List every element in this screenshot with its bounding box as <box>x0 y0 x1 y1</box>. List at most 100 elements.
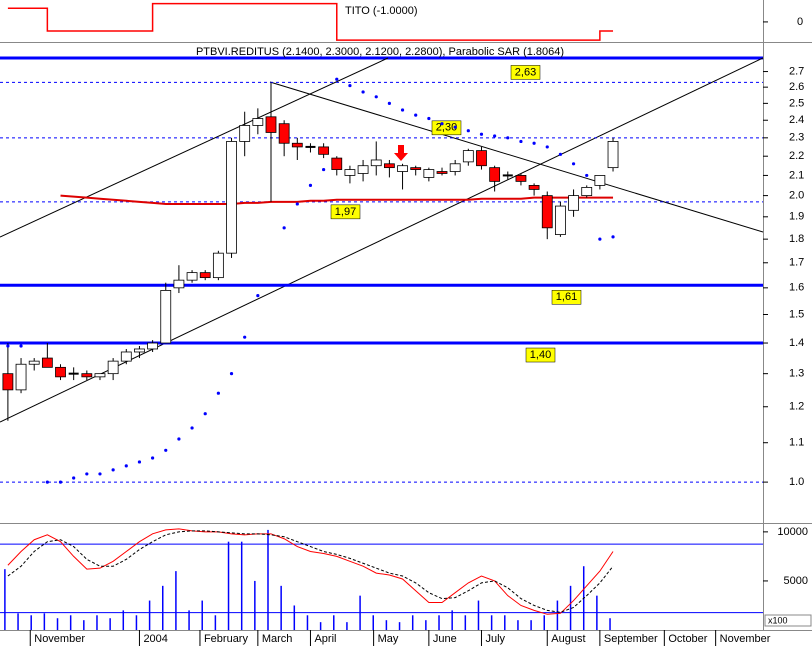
y-tick-label: 1.9 <box>789 211 804 223</box>
level-label-text: 1,40 <box>530 349 551 361</box>
sar-dot <box>479 132 484 136</box>
candle-body <box>462 150 474 163</box>
sar-dot <box>400 108 405 112</box>
sar-dot <box>506 136 510 140</box>
level-label: 1,40 <box>525 347 556 363</box>
sar-dot <box>611 235 615 239</box>
y-tick-label: 1.7 <box>789 257 804 269</box>
candle-body <box>265 116 277 133</box>
sar-dot <box>19 344 23 348</box>
y-tick-label: 1.8 <box>789 233 804 245</box>
candle-body <box>357 165 369 174</box>
candle-body <box>186 272 198 281</box>
candle-body <box>55 366 66 378</box>
sar-dot <box>453 125 457 129</box>
candle-body <box>28 360 40 365</box>
sar-dot <box>190 426 194 430</box>
level-label-box <box>330 204 361 220</box>
candle-body <box>120 351 132 362</box>
candle-body <box>423 169 435 178</box>
candle-body <box>528 184 540 190</box>
candle-body <box>568 195 579 211</box>
candle-body <box>541 195 553 229</box>
candle-body <box>331 157 343 170</box>
level-label: 2,30 <box>431 120 462 136</box>
sar-dot <box>440 122 444 126</box>
unit-box: x100 <box>764 614 812 627</box>
y-tick-label: 1.2 <box>789 401 804 413</box>
candle-body <box>160 290 172 344</box>
trend-line <box>0 57 389 238</box>
y-tick-label: 2.0 <box>789 190 804 202</box>
candle-body <box>81 373 93 378</box>
level-label-box <box>525 347 556 363</box>
sar-dot <box>124 464 128 468</box>
candle-body <box>555 205 566 235</box>
sar-dot <box>308 183 313 187</box>
sar-dot <box>322 167 326 172</box>
level-label-box <box>510 65 541 80</box>
candle-body <box>515 175 527 182</box>
level-label-text: 2,63 <box>515 66 536 78</box>
sar-dot <box>72 476 76 480</box>
candle-body <box>134 348 145 353</box>
y-tick-label: 2.5 <box>789 97 804 109</box>
candle-body <box>41 357 53 368</box>
x-tick-label: April <box>314 633 336 645</box>
sar-dot <box>361 90 365 94</box>
candle-body <box>594 175 606 186</box>
sar-dot <box>243 335 247 339</box>
candle-body <box>318 146 330 155</box>
sar-dot <box>545 145 549 149</box>
sar-dot <box>374 95 378 99</box>
sar-dot <box>493 134 497 138</box>
candle-body <box>410 167 422 170</box>
y-tick-label: 1.1 <box>789 437 804 449</box>
candle-body <box>581 187 593 196</box>
sar-dot <box>256 294 260 298</box>
x-tick-label: March <box>262 633 293 645</box>
level-label: 1,97 <box>330 204 361 220</box>
candle-body <box>212 252 224 279</box>
moving-average <box>60 194 614 205</box>
sar-dot <box>177 437 181 441</box>
x-tick-label: November <box>720 633 771 645</box>
sar-dot <box>558 152 563 156</box>
candle-body <box>489 167 501 182</box>
level-label: 1,61 <box>551 290 582 305</box>
y-tick-label: 5000 <box>784 575 808 587</box>
candle-body <box>252 118 264 126</box>
y-tick-label: 1.0 <box>789 476 804 488</box>
sar-dot <box>387 101 391 105</box>
level-label-text: 1,61 <box>556 291 577 303</box>
y-tick-label: 1.6 <box>789 282 804 294</box>
oscillator-line <box>7 528 614 615</box>
trend-line <box>269 81 764 233</box>
level-label: 2,63 <box>510 65 541 80</box>
sar-dot <box>585 173 589 178</box>
x-tick-label: August <box>551 633 585 645</box>
sar-dot <box>295 202 299 206</box>
candle-body <box>397 165 408 172</box>
sar-dot <box>348 83 352 88</box>
sar-dot <box>229 372 234 376</box>
y-tick-label: 2.3 <box>789 132 804 144</box>
sar-dot <box>203 412 207 416</box>
sar-dot <box>6 344 10 348</box>
x-tick-label: 2004 <box>143 633 167 645</box>
candle-body <box>226 141 237 254</box>
candle-body <box>370 159 382 167</box>
unit-frame <box>764 614 812 627</box>
sar-dot <box>335 77 339 81</box>
sar-dot <box>598 237 602 241</box>
y-tick-label: 2.1 <box>789 169 804 181</box>
sar-dot <box>164 448 168 452</box>
unit-label: x100 <box>768 615 788 625</box>
candle-body <box>94 373 106 378</box>
level-label-text: 1,97 <box>335 206 356 218</box>
sar-dot <box>45 480 49 484</box>
sar-dot <box>137 460 142 464</box>
sar-dot <box>85 472 89 476</box>
